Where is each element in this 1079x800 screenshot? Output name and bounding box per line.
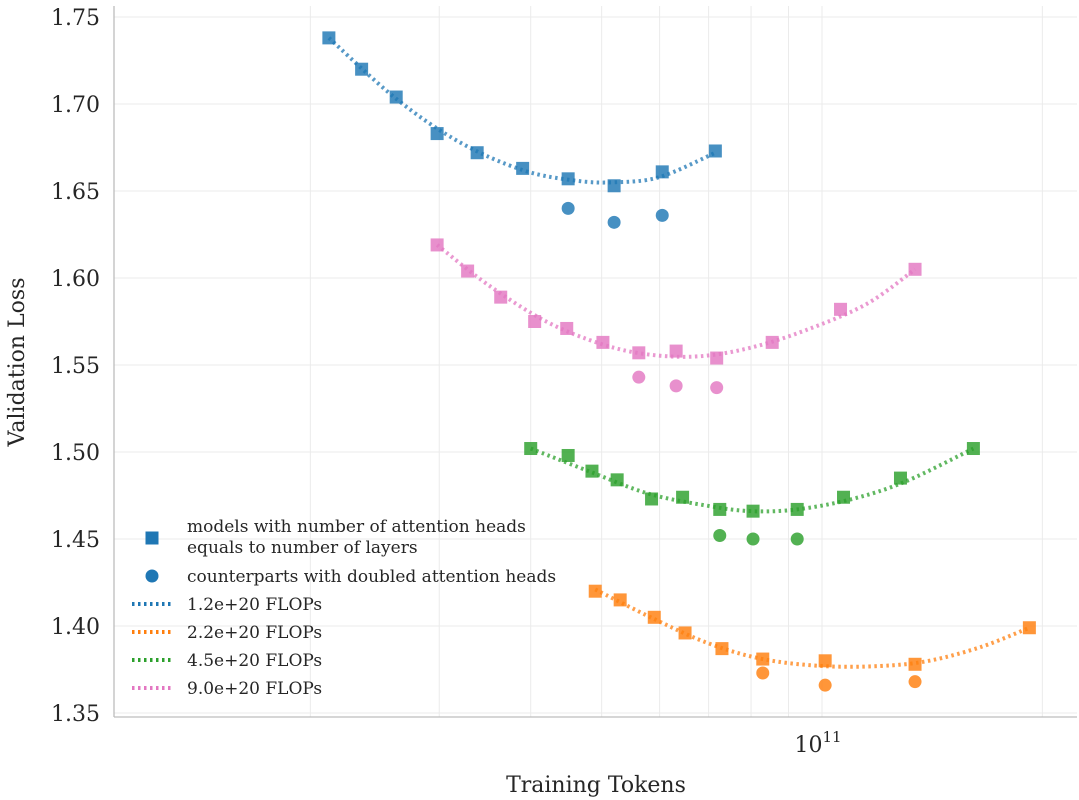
fit-curve: [435, 243, 917, 359]
y-axis-title: Validation Loss: [5, 278, 30, 448]
square-marker: [561, 172, 575, 186]
square-marker: [966, 442, 980, 456]
square-marker: [837, 490, 851, 504]
legend-label: counterparts with doubled attention head…: [187, 567, 556, 587]
circle-marker: [713, 529, 727, 543]
y-tick-label: 1.55: [51, 354, 100, 379]
square-marker: [610, 473, 624, 487]
square-marker: [528, 315, 542, 328]
square-marker: [893, 471, 907, 485]
square-marker: [596, 335, 610, 349]
legend-label: models with number of attention heads: [187, 517, 526, 537]
square-marker: [632, 346, 646, 360]
y-tick-label: 1.45: [51, 528, 100, 553]
x-axis-title: Training Tokens: [506, 773, 686, 798]
fit-curve: [327, 36, 717, 185]
circle-marker: [908, 675, 922, 689]
square-marker: [430, 127, 444, 141]
square-marker: [322, 31, 336, 45]
square-marker: [715, 642, 729, 656]
square-marker: [765, 335, 779, 349]
legend-label: 4.5e+20 FLOPs: [187, 651, 322, 671]
grid-layer: [114, 6, 1077, 717]
square-marker: [470, 146, 484, 160]
y-tick-label: 1.75: [51, 6, 100, 31]
fit-curve: [529, 446, 975, 514]
legend-label: 9.0e+20 FLOPs: [187, 679, 322, 699]
y-tick-label: 1.65: [51, 180, 100, 205]
square-marker: [389, 90, 403, 104]
square-marker: [561, 448, 575, 462]
square-marker: [669, 344, 683, 358]
y-tick-label: 1.60: [51, 267, 100, 292]
square-marker: [461, 264, 475, 278]
legend-label: 2.2e+20 FLOPs: [187, 623, 322, 643]
square-marker: [560, 321, 574, 335]
y-tick-label: 1.35: [51, 702, 100, 727]
square-marker: [645, 492, 659, 506]
square-marker: [710, 351, 724, 365]
circle-marker: [655, 208, 669, 222]
square-marker: [613, 593, 627, 607]
square-marker: [908, 262, 922, 276]
legend: models with number of attention headsequ…: [132, 517, 556, 699]
circle-marker: [756, 666, 770, 680]
square-marker: [678, 626, 692, 640]
circle-marker: [607, 215, 621, 229]
square-marker: [676, 490, 690, 504]
y-tick-label: 1.40: [51, 615, 100, 640]
square-marker: [430, 238, 444, 252]
square-marker: [908, 657, 922, 671]
square-marker: [1022, 621, 1036, 635]
x-tick-label: 1011: [794, 728, 841, 758]
legend-square-marker: [145, 531, 159, 545]
square-marker: [607, 179, 621, 193]
circle-marker: [669, 379, 683, 393]
circle-marker: [632, 370, 646, 384]
fit-curve: [594, 587, 1031, 669]
circle-marker: [710, 381, 724, 395]
data-markers: [322, 31, 1036, 692]
square-marker: [585, 464, 599, 478]
legend-label: 1.2e+20 FLOPs: [187, 595, 322, 615]
square-marker: [647, 610, 661, 624]
y-tick-label: 1.70: [51, 93, 100, 118]
y-tick-labels: 1.35 1.40 1.45 1.50 1.55 1.60 1.65 1.70 1.75: [51, 6, 100, 727]
square-marker: [588, 584, 602, 598]
square-marker: [355, 62, 369, 76]
square-marker: [746, 504, 760, 518]
circle-marker: [561, 201, 575, 215]
square-marker: [655, 165, 669, 179]
square-marker: [516, 161, 530, 175]
circle-marker: [790, 532, 804, 546]
circle-marker: [818, 678, 832, 692]
square-marker: [708, 144, 722, 158]
circle-marker: [746, 532, 760, 546]
legend-label: equals to number of layers: [187, 538, 418, 558]
y-tick-label: 1.50: [51, 441, 100, 466]
square-marker: [790, 502, 804, 516]
square-marker: [494, 290, 508, 304]
legend-circle-marker: [145, 569, 159, 583]
square-marker: [818, 654, 832, 668]
square-marker: [756, 652, 770, 666]
square-marker: [713, 502, 727, 516]
square-marker: [834, 302, 848, 316]
x-tick-labels: 1011: [794, 728, 841, 758]
square-marker: [524, 442, 538, 456]
